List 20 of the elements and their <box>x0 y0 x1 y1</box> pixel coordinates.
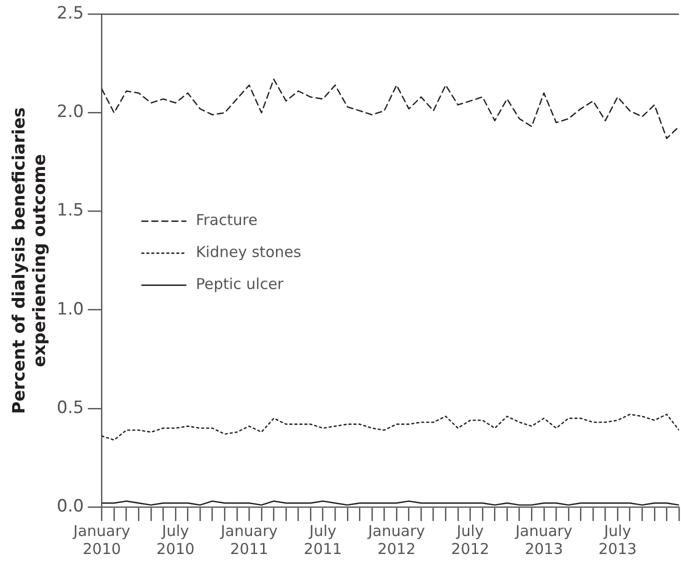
y-tick-label: 0.5 <box>56 398 84 418</box>
y-tick-label: 0.0 <box>56 496 84 516</box>
y-tick-label: 2.0 <box>56 102 84 122</box>
legend-label: Kidney stones <box>196 243 302 262</box>
x-tick-label: July 2013 <box>598 522 637 558</box>
y-tick-label: 2.5 <box>56 4 84 24</box>
x-tick-label: January 2011 <box>220 522 278 558</box>
x-tick-label: July 2012 <box>451 522 490 558</box>
x-tick-label: July 2011 <box>304 522 342 558</box>
y-axis-title: Percent of dialysis beneficiaries experiencing outcome <box>10 107 50 414</box>
line-series <box>102 414 679 441</box>
legend-label: Peptic ulcer <box>196 275 284 294</box>
x-tick-label: January 2010 <box>72 522 130 558</box>
x-tick-label: July 2010 <box>156 522 195 558</box>
line-series <box>102 78 679 140</box>
y-tick-label: 1.0 <box>56 299 84 320</box>
x-tick-label: January 2013 <box>514 522 572 558</box>
legend-label: Fracture <box>196 211 258 230</box>
y-tick-label: 1.5 <box>56 200 84 221</box>
x-tick-label: January 2012 <box>367 522 426 558</box>
